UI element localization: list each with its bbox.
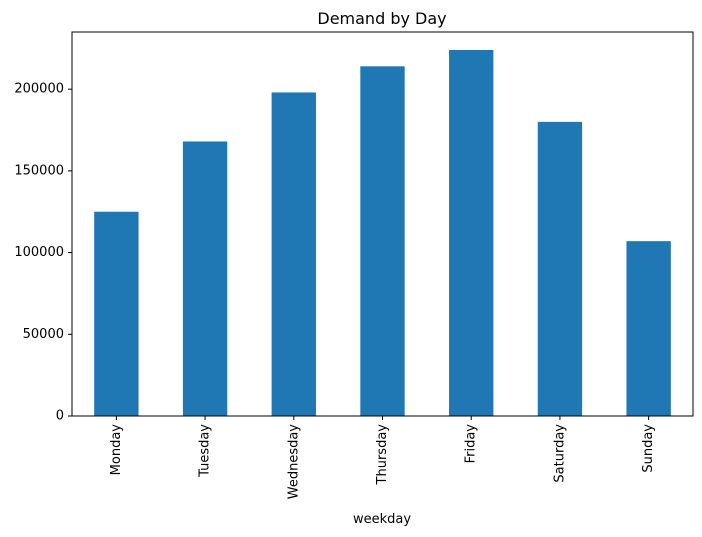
bar-sunday — [626, 241, 671, 416]
bars-group — [94, 49, 671, 417]
x-tick-label: Wednesday — [286, 424, 301, 500]
y-tick-label: 50000 — [23, 327, 64, 342]
x-tick-label: Sunday — [641, 424, 656, 473]
x-tick-label: Tuesday — [198, 424, 213, 478]
x-tick-label: Friday — [464, 424, 479, 464]
x-tick-label: Saturday — [552, 424, 567, 483]
y-tick-label: 200000 — [14, 82, 64, 97]
bar-monday — [94, 211, 139, 416]
x-tick-label: Monday — [109, 424, 124, 476]
x-tick-label: Thursday — [375, 424, 390, 486]
bar-thursday — [360, 66, 405, 416]
bar-tuesday — [182, 141, 228, 417]
y-tick-label: 100000 — [14, 245, 64, 260]
x-axis-label: weekday — [353, 512, 411, 527]
bar-saturday — [537, 121, 583, 417]
x-axis-ticks: Monday Tuesday Wednesday Thursday Friday Satu… — [109, 416, 656, 499]
chart-title: Demand by Day — [317, 9, 446, 28]
bar-friday — [449, 49, 494, 416]
y-tick-label: 150000 — [14, 163, 64, 178]
plot-frame — [71, 31, 694, 417]
y-tick-label: 0 — [56, 409, 64, 424]
bar-wednesday — [271, 92, 316, 417]
y-axis-ticks: 0 50000 100000 150000 200000 — [14, 82, 72, 424]
